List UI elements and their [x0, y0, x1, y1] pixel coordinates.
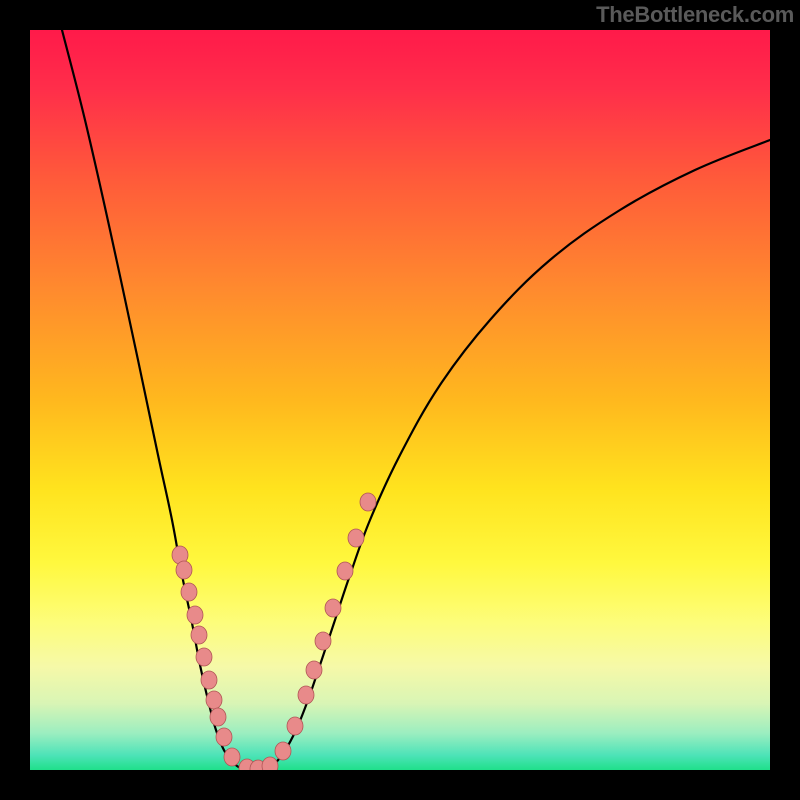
chart-svg: [0, 0, 800, 800]
watermark-text: TheBottleneck.com: [596, 2, 794, 28]
data-marker: [298, 686, 314, 704]
data-marker: [216, 728, 232, 746]
data-marker: [325, 599, 341, 617]
data-marker: [337, 562, 353, 580]
data-marker: [360, 493, 376, 511]
data-marker: [224, 748, 240, 766]
data-marker: [275, 742, 291, 760]
data-marker: [348, 529, 364, 547]
data-marker: [306, 661, 322, 679]
data-marker: [206, 691, 222, 709]
data-marker: [210, 708, 226, 726]
data-marker: [181, 583, 197, 601]
data-marker: [315, 632, 331, 650]
bottleneck-chart: TheBottleneck.com: [0, 0, 800, 800]
data-marker: [191, 626, 207, 644]
curve-right-branch: [248, 140, 770, 770]
curve-left-branch: [62, 30, 248, 770]
data-marker: [201, 671, 217, 689]
data-marker: [287, 717, 303, 735]
data-marker: [187, 606, 203, 624]
data-marker: [262, 757, 278, 775]
data-marker: [176, 561, 192, 579]
data-marker: [196, 648, 212, 666]
